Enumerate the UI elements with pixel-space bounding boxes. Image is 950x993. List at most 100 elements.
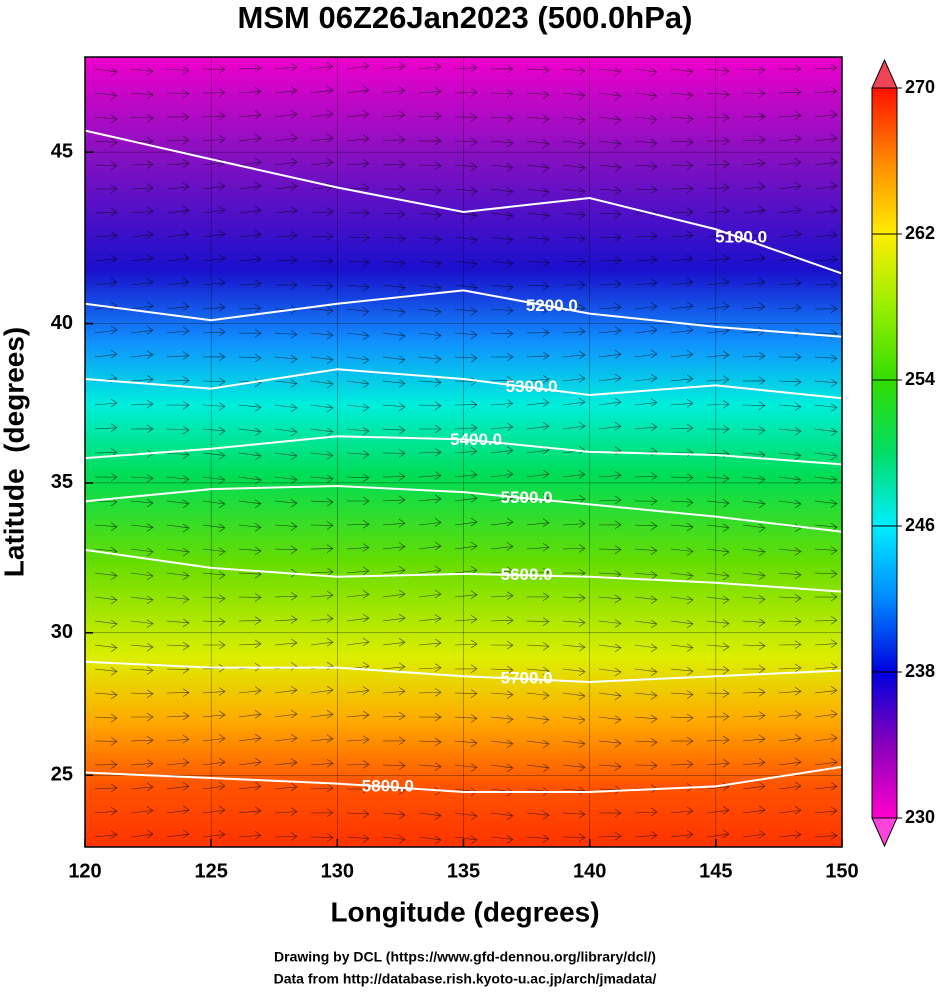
wind-arrow <box>670 301 694 311</box>
wind-arrow <box>166 595 190 604</box>
wind-arrow <box>202 451 226 460</box>
wind-arrow <box>778 134 802 144</box>
wind-arrow <box>634 521 658 531</box>
wind-arrow <box>130 113 154 123</box>
wind-arrow <box>94 91 118 100</box>
wind-arrow <box>742 711 766 720</box>
wind-arrow <box>166 206 190 215</box>
wind-arrow <box>526 567 550 577</box>
wind-arrow <box>814 354 838 363</box>
wind-arrow <box>454 714 478 723</box>
wind-arrow <box>202 547 226 556</box>
wind-arrow <box>130 375 154 384</box>
wind-arrow <box>670 666 694 676</box>
wind-arrow <box>130 642 154 652</box>
wind-arrow <box>814 546 838 555</box>
wind-arrow <box>274 403 298 413</box>
wind-arrow <box>598 545 622 554</box>
wind-arrow <box>166 571 190 581</box>
wind-arrow <box>454 738 478 748</box>
wind-arrow <box>490 329 514 339</box>
wind-arrow <box>742 499 766 509</box>
wind-arrow <box>130 301 154 311</box>
wind-arrow <box>490 739 514 748</box>
wind-arrow <box>382 449 406 458</box>
wind-arrow <box>130 829 154 839</box>
wind-arrow <box>706 350 730 360</box>
wind-arrow <box>670 254 694 263</box>
wind-arrow <box>490 763 514 773</box>
wind-arrow <box>634 255 658 264</box>
wind-arrow <box>310 355 334 364</box>
wind-arrow <box>778 686 802 696</box>
wind-arrow <box>382 331 406 341</box>
wind-arrow <box>454 615 478 624</box>
wind-arrow <box>706 113 730 123</box>
wind-arrow <box>454 353 478 363</box>
wind-arrow <box>490 64 514 74</box>
wind-arrow <box>634 373 658 383</box>
wind-arrow <box>814 181 838 191</box>
wind-arrow <box>454 211 478 220</box>
colorbar-tick-label: 254 <box>905 369 935 389</box>
wind-arrow <box>418 259 442 269</box>
wind-arrow <box>814 475 838 485</box>
wind-arrow <box>310 62 334 71</box>
wind-arrow <box>130 666 154 675</box>
wind-arrow <box>202 111 226 121</box>
wind-arrow <box>418 688 442 697</box>
wind-arrow <box>94 254 118 264</box>
wind-arrow <box>598 67 622 76</box>
y-tick-label: 30 <box>51 621 73 643</box>
wind-arrow <box>490 259 514 268</box>
wind-arrow <box>346 282 370 292</box>
wind-arrow <box>346 834 370 843</box>
wind-arrow <box>130 424 154 434</box>
wind-arrow <box>490 89 514 98</box>
wind-arrow <box>490 211 514 221</box>
wind-arrow <box>634 472 658 481</box>
wind-arrow <box>382 589 406 599</box>
wind-arrow <box>706 136 730 146</box>
wind-arrow <box>382 355 406 365</box>
wind-arrow <box>778 475 802 485</box>
wind-arrow <box>94 783 118 793</box>
x-tick-label: 130 <box>321 860 354 882</box>
wind-arrow <box>274 545 298 555</box>
wind-arrow <box>238 806 262 815</box>
wind-arrow <box>562 115 586 125</box>
wind-arrow <box>706 665 730 675</box>
wind-arrow <box>814 378 838 388</box>
wind-arrow <box>382 687 406 696</box>
wind-arrow <box>598 594 622 604</box>
wind-arrow <box>742 571 766 580</box>
x-tick-label: 140 <box>573 860 606 882</box>
wind-arrow <box>562 618 586 627</box>
wind-arrow <box>670 350 694 359</box>
wind-arrow <box>130 689 154 699</box>
wind-arrow <box>382 234 406 243</box>
wind-arrow <box>598 186 622 196</box>
wind-arrow <box>418 471 442 480</box>
wind-arrow <box>382 379 406 388</box>
wind-arrow <box>274 280 298 290</box>
wind-arrow <box>526 518 550 527</box>
wind-arrow <box>418 235 442 244</box>
wind-arrow <box>490 566 514 576</box>
wind-arrow <box>814 709 838 719</box>
wind-arrow <box>778 547 802 556</box>
y-axis-title: Latitude (degrees) <box>0 327 29 577</box>
wind-arrow <box>526 715 550 725</box>
wind-arrow <box>202 327 226 337</box>
wind-arrow <box>382 402 406 412</box>
wind-arrow <box>130 806 154 815</box>
wind-arrow <box>94 830 118 839</box>
wind-arrow <box>706 735 730 745</box>
wind-arrow <box>310 207 334 216</box>
wind-arrow <box>706 712 730 721</box>
wind-arrow <box>670 161 694 170</box>
wind-arrow <box>274 451 298 461</box>
wind-arrow <box>94 423 118 432</box>
wind-arrow <box>94 398 118 408</box>
wind-arrow <box>382 160 406 169</box>
